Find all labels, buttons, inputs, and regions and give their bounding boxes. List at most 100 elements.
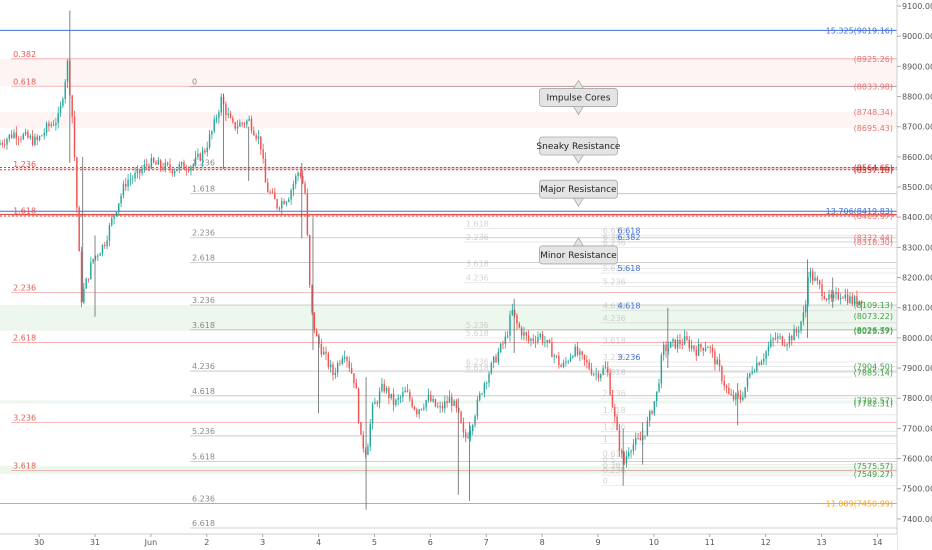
candle-body xyxy=(832,294,835,299)
candle-body xyxy=(404,390,406,393)
candle-body xyxy=(772,338,774,341)
price-level-label: (7792.57) xyxy=(854,396,893,405)
price-tick-label: 8400.00 xyxy=(902,213,932,222)
price-level-label: (8026.79) xyxy=(854,326,893,335)
time-tick-label: 9 xyxy=(595,538,600,547)
candle-body xyxy=(127,180,129,187)
candle-body xyxy=(630,451,632,453)
candle-body xyxy=(118,203,120,213)
candle-body xyxy=(155,162,157,165)
candle-body xyxy=(15,132,18,139)
candle-body xyxy=(483,383,486,394)
time-axis[interactable]: 30 31 Jun 2 3 4 5 6 7 8 9 10 11 12 13 14 xyxy=(0,533,897,550)
price-tick-label: 9000.00 xyxy=(902,32,932,41)
candle-body xyxy=(842,297,844,299)
candle-body xyxy=(690,345,693,349)
candle-body xyxy=(695,349,697,356)
candle-body xyxy=(381,383,383,392)
candle-body xyxy=(136,169,139,173)
candle-body xyxy=(646,420,649,436)
candle-body xyxy=(45,123,48,133)
candle-body xyxy=(786,344,788,346)
candle-body xyxy=(471,425,474,432)
fib-level-label: 2.236 xyxy=(192,229,215,238)
price-level-label: (8073.22) xyxy=(854,312,893,321)
price-tick-label: 8800.00 xyxy=(902,93,932,102)
candle-body xyxy=(38,136,41,140)
fib-level-label: 3.236 xyxy=(192,296,215,305)
candle-body xyxy=(283,201,285,205)
candle-body xyxy=(602,368,604,375)
annotation-arrow-down xyxy=(572,197,585,207)
price-level-label: (8695.43) xyxy=(854,124,893,133)
candle-body xyxy=(416,409,418,415)
candle-body xyxy=(406,390,409,392)
candle-body xyxy=(548,339,551,343)
time-tick-label: 2 xyxy=(204,538,209,547)
candle-body xyxy=(320,343,323,355)
candle-body xyxy=(288,199,290,202)
candle-body xyxy=(34,136,36,145)
fib-level-label: 6.236 xyxy=(466,358,489,367)
candle-body xyxy=(341,358,344,364)
candle-body xyxy=(788,336,791,345)
price-tick-label: 8200.00 xyxy=(902,274,932,283)
candle-body xyxy=(225,103,227,115)
candle-body xyxy=(453,400,455,406)
candle-body xyxy=(825,298,828,300)
candle-body xyxy=(497,351,500,363)
candle-body xyxy=(313,312,316,331)
candle-body xyxy=(239,122,241,127)
candle-body xyxy=(846,294,849,304)
candle-body xyxy=(392,393,395,405)
candle-body xyxy=(290,190,292,200)
candle-body xyxy=(162,167,164,170)
candle-body xyxy=(784,344,786,346)
candle-body xyxy=(125,183,127,187)
candle-body xyxy=(490,362,493,374)
candle-body xyxy=(3,144,6,146)
candle-body xyxy=(693,345,695,350)
candle-body xyxy=(669,341,672,348)
candle-body xyxy=(688,339,691,349)
price-axis-background xyxy=(897,0,932,550)
candle-body xyxy=(388,388,390,399)
zone-band xyxy=(0,58,897,87)
candle-body xyxy=(793,329,795,341)
fib-level-label: 4.236 xyxy=(192,362,215,371)
fib-level-label: 6.618 xyxy=(603,226,626,235)
candle-body xyxy=(807,277,809,305)
candle-body xyxy=(190,166,192,171)
candle-body xyxy=(506,335,509,337)
candle-body xyxy=(211,131,213,135)
candle-body xyxy=(83,288,85,303)
candle-body xyxy=(108,225,111,241)
candle-body xyxy=(148,165,150,169)
candle-body xyxy=(830,294,833,299)
candle-body xyxy=(425,400,427,408)
candle-body xyxy=(62,98,64,106)
candle-body xyxy=(809,271,812,278)
candle-body xyxy=(171,169,174,174)
candle-body xyxy=(104,244,106,247)
candle-body xyxy=(590,368,593,375)
annotation-text: Sneaky Resistance xyxy=(536,142,621,152)
fib-level-label: 5.236 xyxy=(466,321,489,330)
candle-body xyxy=(744,387,746,398)
candle-body xyxy=(336,363,339,373)
candle-body xyxy=(409,391,411,400)
zone-band xyxy=(0,304,897,331)
price-level-label: 11.089(7450.99) xyxy=(826,500,893,509)
candle-body xyxy=(8,134,11,140)
price-axis[interactable]: 9100.00 9000.00 8900.00 8800.00 8700.00 8600.… xyxy=(896,0,932,550)
candle-body xyxy=(285,201,288,205)
fib-level-label: 1.618 xyxy=(192,185,215,194)
candle-body xyxy=(43,132,45,136)
candle-body xyxy=(241,122,243,124)
candle-body xyxy=(441,405,444,409)
candle-body xyxy=(499,343,502,352)
price-tick-label: 7500.00 xyxy=(902,485,932,494)
candle-body xyxy=(50,124,52,127)
